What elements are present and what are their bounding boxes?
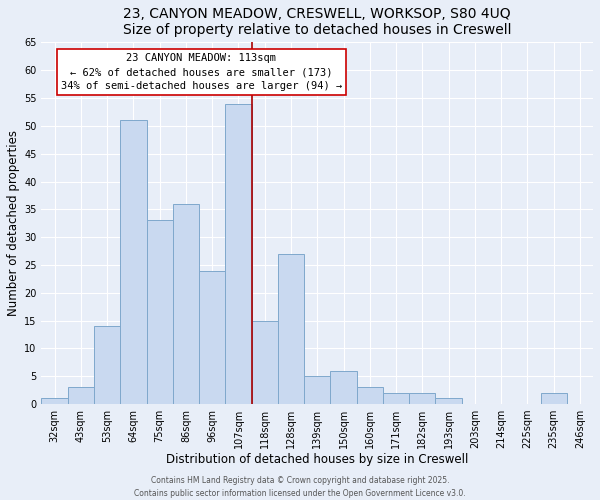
Bar (146, 220, 173, 404)
Bar (251, 320, 278, 404)
Bar (173, 204, 199, 404)
Bar (94, 326, 120, 404)
Bar (226, 104, 251, 404)
Title: 23, CANYON MEADOW, CRESWELL, WORKSOP, S80 4UQ
Size of property relative to detac: 23, CANYON MEADOW, CRESWELL, WORKSOP, S8… (123, 7, 512, 37)
Bar (68, 388, 94, 404)
Text: Contains HM Land Registry data © Crown copyright and database right 2025.
Contai: Contains HM Land Registry data © Crown c… (134, 476, 466, 498)
Bar (331, 370, 356, 404)
Bar (278, 254, 304, 404)
Bar (409, 393, 436, 404)
Y-axis label: Number of detached properties: Number of detached properties (7, 130, 20, 316)
Bar (436, 398, 462, 404)
Bar (383, 393, 409, 404)
Bar (304, 376, 331, 404)
Text: 23 CANYON MEADOW: 113sqm
← 62% of detached houses are smaller (173)
34% of semi-: 23 CANYON MEADOW: 113sqm ← 62% of detach… (61, 54, 342, 92)
X-axis label: Distribution of detached houses by size in Creswell: Distribution of detached houses by size … (166, 452, 469, 466)
Bar (41, 398, 68, 404)
Bar (199, 270, 226, 404)
Bar (120, 120, 146, 404)
Bar (356, 388, 383, 404)
Bar (541, 393, 567, 404)
